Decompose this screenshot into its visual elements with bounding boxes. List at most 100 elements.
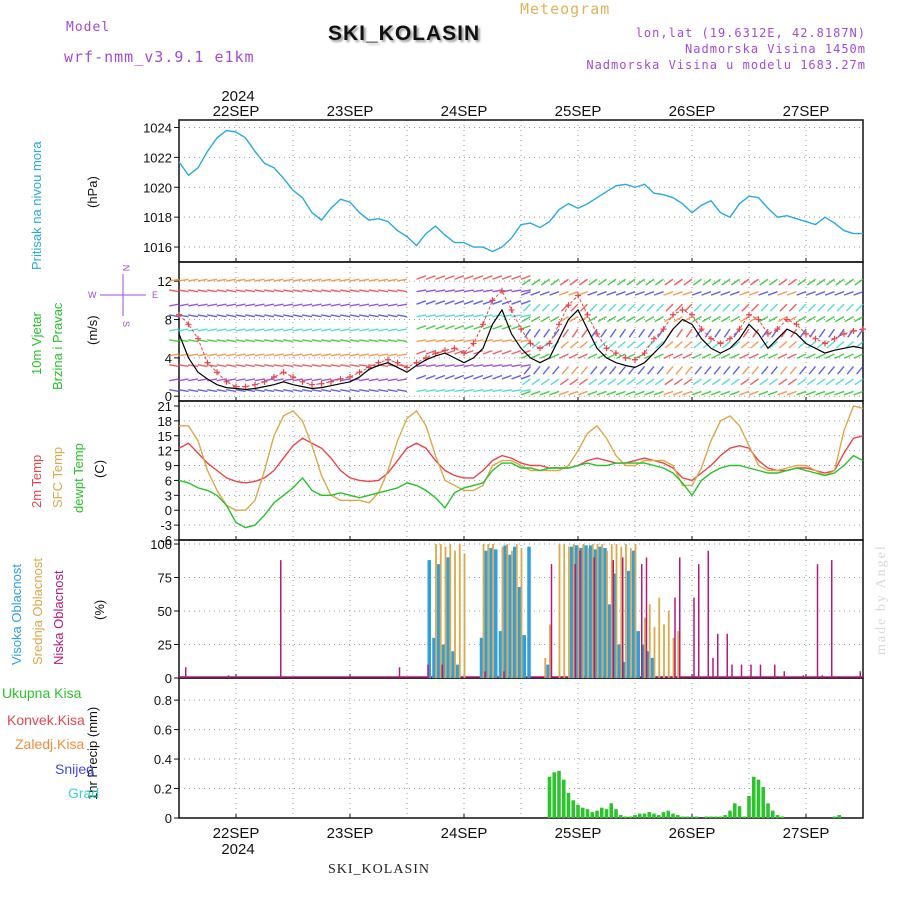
tsfc-line: [179, 405, 864, 511]
wind-barb: [501, 339, 512, 343]
wind-barb: [672, 291, 683, 296]
wind-gust-marker: [385, 356, 391, 363]
wind-gust-marker: [613, 350, 619, 357]
wind-barb: [710, 291, 721, 296]
cloud-mid-bar: [482, 544, 485, 678]
wind-barb: [416, 289, 427, 293]
wind-barb: [790, 328, 798, 338]
wind-gust-marker: [689, 311, 695, 318]
wind-gust-marker: [698, 326, 705, 333]
wind-barb: [695, 328, 703, 338]
panel-frames: 1016101810201022102404812-6-303691215182…: [143, 119, 864, 826]
wind-barb: [169, 289, 180, 293]
wind-barb: [482, 389, 493, 393]
precip-bar: [609, 803, 614, 818]
wind-barb: [169, 303, 180, 307]
y-tick-label: 0: [165, 811, 172, 826]
wind-barb: [825, 316, 835, 323]
bottom-day-label: 27SEP: [783, 825, 830, 842]
wind-gust-marker: [537, 345, 543, 352]
wind-barb: [492, 339, 503, 343]
cloud-low-bar: [759, 664, 762, 678]
wind-barb: [701, 390, 712, 396]
wind-gust-marker: [584, 311, 591, 318]
wind-gust-marker: [670, 311, 676, 318]
wind-barb: [703, 303, 712, 312]
precip-bar: [780, 816, 785, 818]
cloud-low-bar: [550, 564, 553, 678]
wind-barb: [283, 303, 294, 307]
cloud-mid-bar: [577, 546, 580, 678]
wind-barb: [742, 328, 750, 338]
wind-barb: [748, 390, 759, 396]
wind-barb: [283, 389, 294, 393]
wind-barb: [711, 316, 721, 323]
wind-barb: [720, 291, 731, 296]
wind-barb: [188, 314, 199, 318]
wind-barb: [340, 378, 351, 382]
wind-barb: [359, 364, 370, 368]
wind-barb: [824, 291, 835, 296]
wind-barb: [578, 378, 588, 386]
top-day-label: 22SEP: [213, 103, 260, 120]
wind-barb: [635, 316, 645, 323]
cloud-high-bar: [484, 550, 488, 678]
wind-barb: [501, 300, 512, 305]
wind-barb: [825, 353, 835, 359]
precip-bar: [552, 772, 557, 818]
cloud-low-bar: [484, 671, 486, 678]
wind-barb: [730, 353, 740, 359]
wind-barb: [616, 316, 626, 323]
temp-side-label-2: SFC Temp: [50, 447, 65, 508]
wind-barb: [511, 374, 522, 380]
wind-barb: [454, 389, 465, 393]
cloud-mid-bar: [435, 544, 437, 678]
wind-barb: [340, 389, 351, 393]
cloud-high-bar: [598, 546, 602, 678]
cloud-low-bar: [398, 667, 401, 678]
wind-barb: [254, 289, 265, 293]
wind-barb: [302, 303, 313, 307]
wind-barb: [283, 278, 294, 282]
wind-barb: [235, 378, 246, 382]
wind-barb: [645, 341, 655, 349]
cloud-high-bar: [513, 546, 517, 678]
precip-bar: [561, 779, 566, 818]
wind-barb: [169, 364, 180, 368]
wind-barb: [387, 314, 398, 318]
wind-barb: [540, 316, 550, 323]
wind-barb: [254, 339, 265, 343]
wind-barb: [693, 341, 702, 349]
wind-barb: [731, 341, 740, 349]
wind-barb: [264, 314, 275, 318]
wind-barb: [482, 314, 493, 318]
wind-barb: [522, 303, 531, 312]
wind-barb: [216, 339, 227, 343]
wind-barb: [571, 366, 579, 375]
wind-barb: [551, 303, 560, 312]
wind-barb-field: [169, 275, 864, 396]
wind-barb: [511, 364, 522, 368]
wind-barb: [492, 300, 503, 305]
wind-barb: [625, 390, 636, 396]
wind-barb: [378, 378, 389, 382]
wind-barb: [330, 364, 341, 368]
wind-barb: [387, 378, 398, 382]
wind-barb: [606, 291, 617, 296]
y-tick-label: 50: [158, 604, 172, 619]
wind-barb: [816, 278, 826, 286]
wind-barb: [387, 353, 398, 357]
y-tick-label: 3: [165, 488, 172, 503]
wind-barb: [522, 341, 531, 349]
cloud-low-bar: [750, 664, 752, 678]
wind-barb: [273, 339, 284, 343]
wind-barb: [523, 366, 532, 375]
wind-barb: [521, 378, 531, 386]
wind-barb: [340, 328, 351, 332]
wind-barb: [188, 328, 199, 332]
wind-barb: [416, 325, 427, 330]
wind-barb: [626, 341, 636, 349]
cloud-mid-bar: [677, 631, 680, 678]
wind-barb: [730, 378, 740, 386]
wind-barb: [359, 303, 370, 307]
